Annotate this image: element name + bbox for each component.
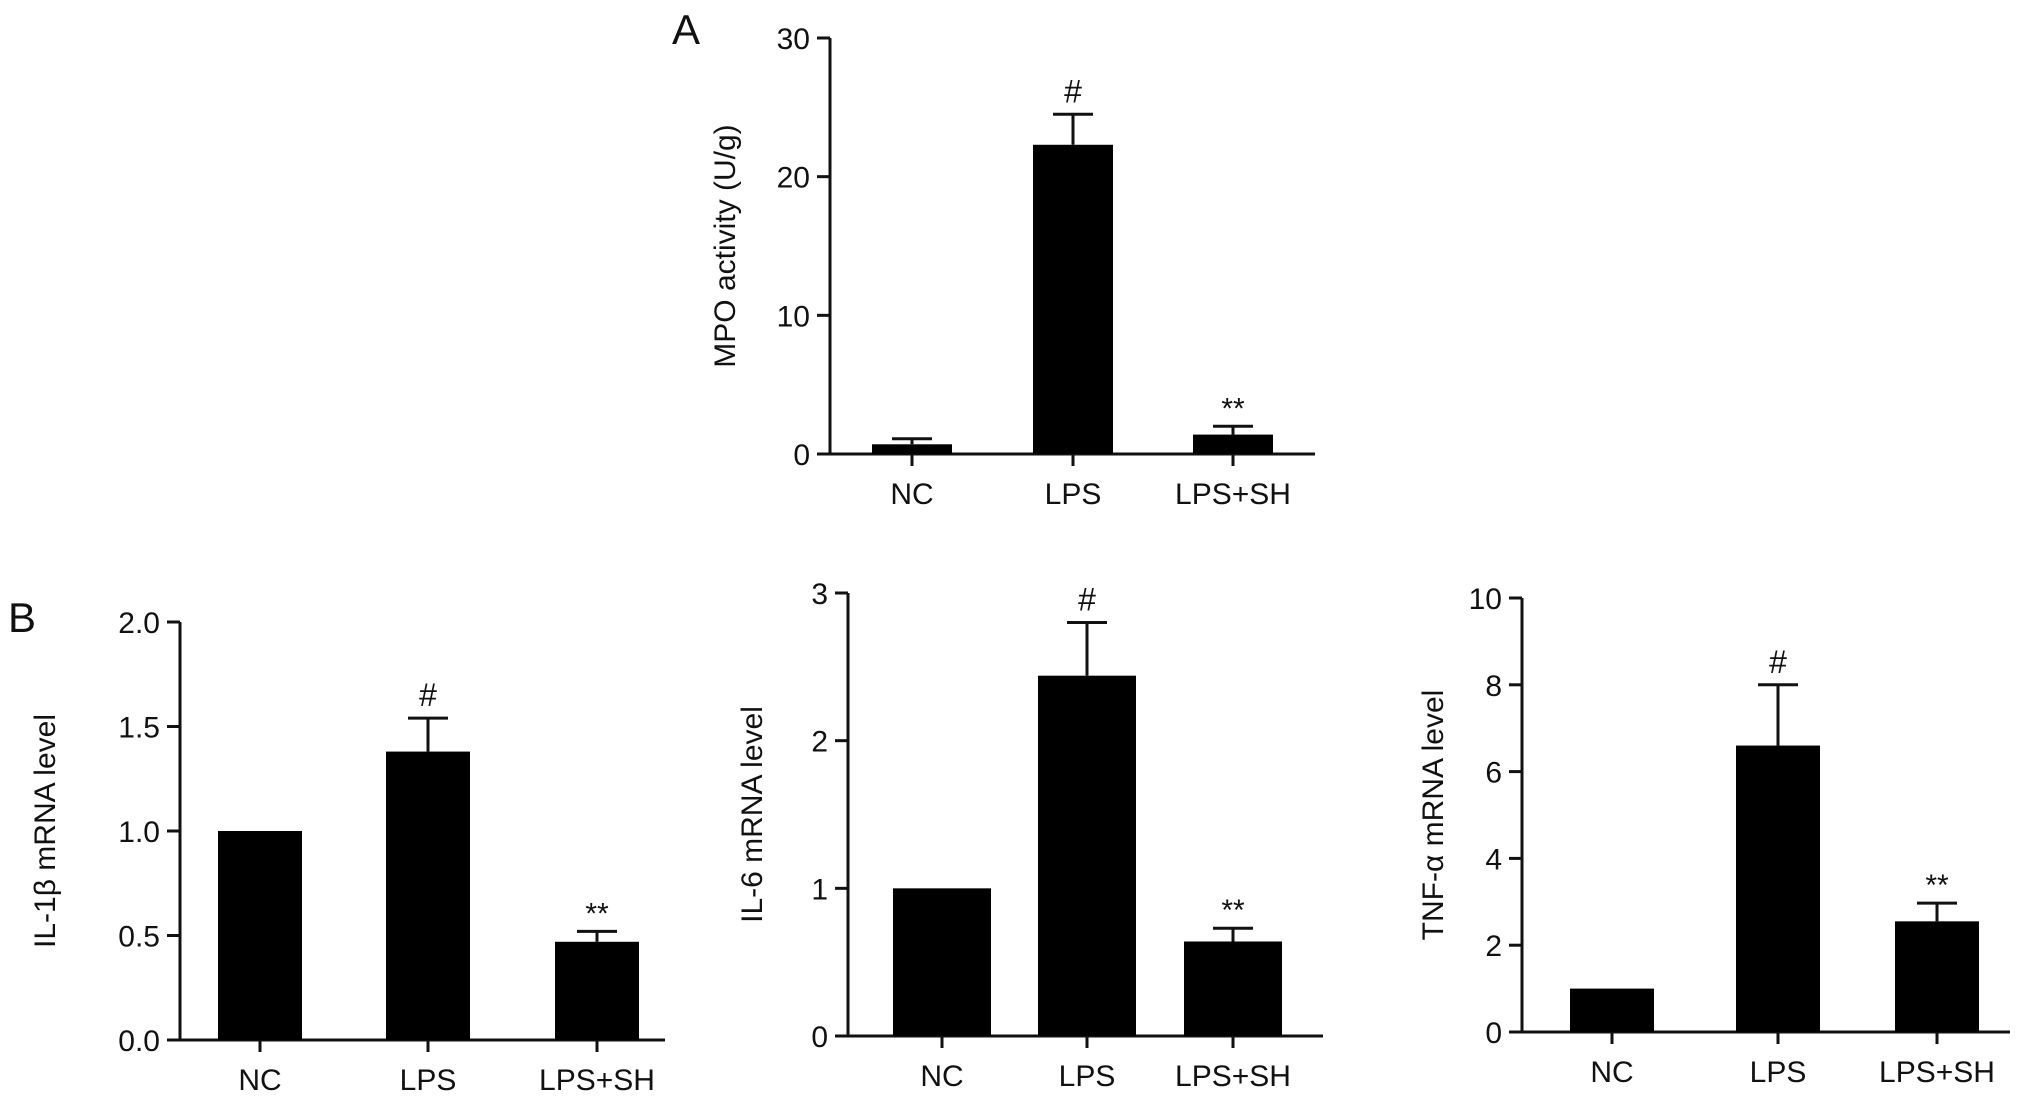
il1b-y-tick-label: 1.0 [118,816,160,849]
tnfa-y-tick-label: 6 [1485,757,1502,790]
tnfa-bar [1736,745,1820,1032]
il6-bar [1038,675,1136,1036]
il6-y-tick-label: 3 [811,578,828,611]
tnfa-x-tick-label: LPS+SH [1879,1056,1995,1089]
il1b-y-axis-label: IL-1β mRNA level [29,714,62,948]
mpo-y-tick-label: 10 [777,300,810,333]
il1b-bar [555,941,639,1040]
il6-y-tick-label: 2 [811,726,828,759]
il6-x-tick-label: LPS+SH [1175,1060,1291,1093]
tnfa-y-tick-label: 4 [1485,843,1502,876]
mpo-x-tick-label: LPS+SH [1175,478,1291,511]
il6-y-tick-label: 1 [811,873,828,906]
tnfa-significance-mark: # [1769,644,1787,680]
mpo-bar [1193,434,1273,454]
il6-x-tick-label: NC [920,1060,963,1093]
mpo-significance-mark: ** [1221,392,1245,425]
mpo-bar [872,444,952,454]
il1b-significance-mark: # [419,677,437,713]
mpo-x-tick-label: NC [890,478,933,511]
il1b-x-tick-label: LPS+SH [539,1064,655,1096]
il1b-y-tick-label: 0.5 [118,921,160,954]
mpo-y-tick-label: 30 [777,23,810,56]
il6-significance-mark: ** [1221,894,1245,927]
il6-significance-mark: # [1078,582,1096,618]
tnfa-y-tick-label: 8 [1485,670,1502,703]
il1b-y-tick-label: 1.5 [118,712,160,745]
il6-bar [1184,941,1282,1036]
il6-bar [893,888,991,1036]
mpo-y-tick-label: 20 [777,162,810,195]
tnfa-y-tick-label: 0 [1485,1017,1502,1050]
tnfa-y-axis-label: TNF-α mRNA level [1417,690,1450,941]
mpo-significance-mark: # [1064,73,1082,109]
tnfa-y-tick-label: 2 [1485,930,1502,963]
il1b-y-tick-label: 0.0 [118,1025,160,1058]
tnfa-bar [1570,988,1654,1032]
mpo-y-axis-label: MPO activity (U/g) [709,124,742,367]
il1b-bar [218,831,302,1040]
panel-label-b: B [8,594,37,641]
panel-label-a: A [672,6,701,53]
mpo-y-tick-label: 0 [793,439,810,472]
il1b-y-tick-label: 2.0 [118,607,160,640]
tnfa-bar [1895,921,1979,1032]
mpo-bar [1033,144,1113,455]
tnfa-y-tick-label: 10 [1469,583,1502,616]
il6-y-tick-label: 0 [811,1021,828,1054]
il6-y-axis-label: IL-6 mRNA level [736,706,769,923]
il1b-significance-mark: ** [585,897,609,930]
il1b-x-tick-label: LPS [400,1064,457,1096]
tnfa-significance-mark: ** [1925,869,1949,902]
il6-x-tick-label: LPS [1059,1060,1116,1093]
mpo-x-tick-label: LPS [1045,478,1102,511]
tnfa-x-tick-label: LPS [1750,1056,1807,1089]
il1b-x-tick-label: NC [238,1064,281,1096]
il1b-bar [386,751,470,1040]
tnfa-x-tick-label: NC [1590,1056,1633,1089]
